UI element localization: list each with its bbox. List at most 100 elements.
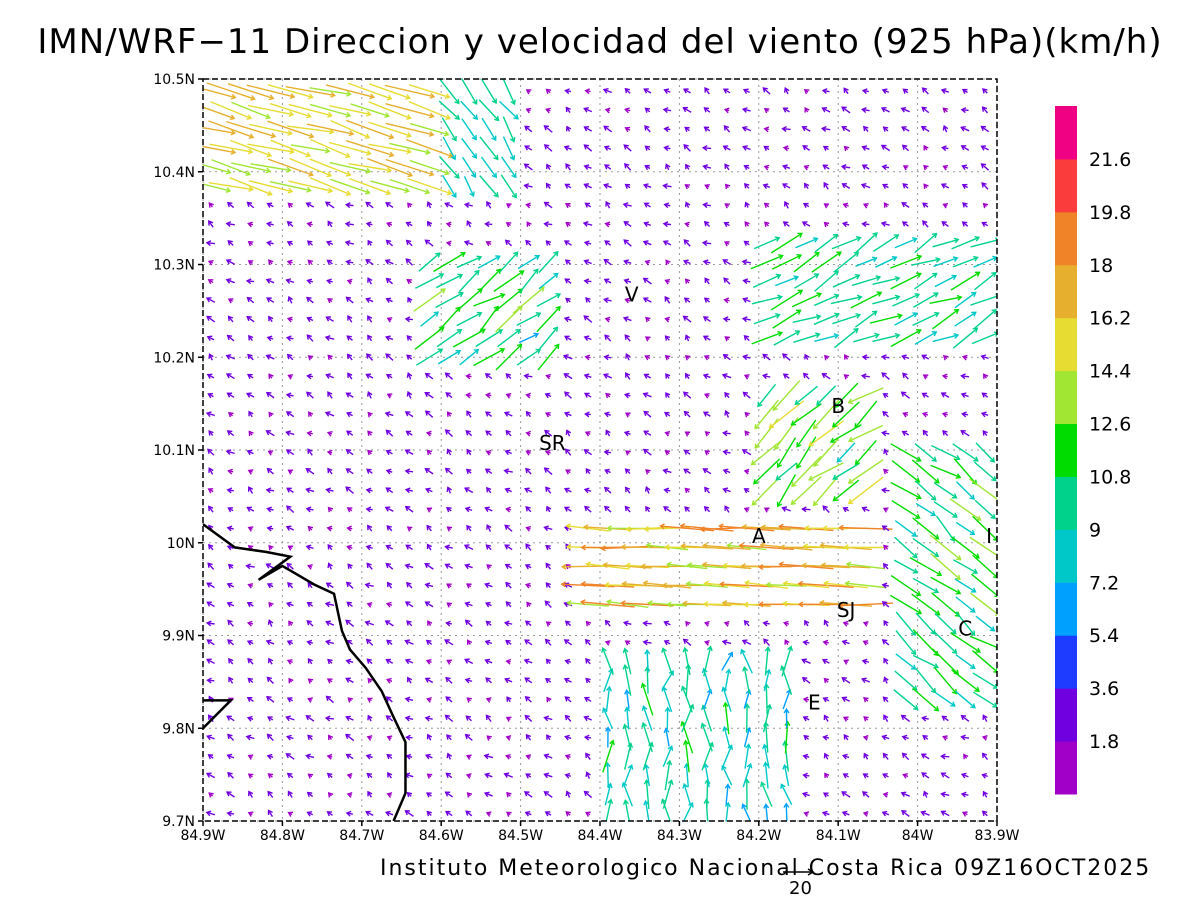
wind-vector	[823, 752, 830, 760]
wind-vector-shaft	[269, 180, 311, 192]
wind-vector	[346, 119, 395, 140]
wind-vector-head	[664, 450, 671, 456]
wind-vector-head	[842, 506, 849, 513]
wind-vector	[226, 334, 235, 342]
wind-vector	[782, 164, 791, 170]
wind-vector	[842, 506, 850, 513]
wind-vector-head	[543, 525, 549, 532]
wind-vector	[603, 258, 612, 266]
wind-vector-head	[803, 734, 809, 741]
wind-vector	[389, 142, 431, 155]
wind-vector-shaft	[861, 183, 871, 189]
wind-vector	[406, 620, 413, 627]
wind-vector	[743, 488, 750, 494]
wind-vector	[306, 240, 313, 246]
wind-vector-shaft	[586, 563, 630, 570]
wind-vector	[546, 734, 552, 741]
wind-vector	[350, 103, 391, 118]
wind-vector-shaft	[894, 312, 918, 326]
wind-vector-head	[580, 580, 586, 587]
wind-vector-head	[604, 164, 610, 170]
wind-vector	[645, 505, 651, 513]
wind-vector-head	[525, 392, 532, 399]
wind-vector-head	[961, 354, 968, 361]
wind-vector-shaft	[890, 574, 921, 596]
wind-vector	[644, 259, 651, 266]
wind-vector-head	[544, 392, 551, 399]
wind-vector	[349, 177, 392, 196]
wind-vector	[404, 810, 414, 817]
wind-vector-shaft	[891, 460, 920, 483]
x-tick-label: 84.1W	[816, 828, 861, 844]
y-tick-label: 10.4N	[153, 165, 195, 181]
wind-vector-head	[306, 186, 312, 193]
wind-vector-head	[208, 353, 214, 359]
wind-vector	[753, 236, 781, 250]
wind-vector	[664, 335, 671, 341]
wind-vector-shaft	[893, 689, 919, 710]
wind-vector-head	[741, 259, 748, 266]
wind-vector	[704, 183, 710, 190]
wind-vector-head	[345, 296, 352, 302]
wind-vector-head	[950, 701, 956, 707]
wind-vector-head	[822, 145, 829, 151]
wind-vector	[484, 221, 493, 228]
wind-vector-shaft	[623, 239, 632, 247]
wind-vector-head	[880, 144, 887, 150]
wind-vector	[921, 354, 930, 360]
wind-vector	[538, 272, 559, 290]
wind-vector-head	[471, 172, 477, 179]
wind-vector-shaft	[975, 442, 995, 463]
wind-vector-shaft	[683, 144, 691, 152]
wind-vector	[911, 459, 940, 484]
wind-vector	[565, 811, 571, 817]
wind-vector	[981, 734, 988, 741]
wind-vector-shaft	[438, 155, 460, 179]
wind-vector-shaft	[643, 411, 652, 418]
wind-vector-head	[941, 373, 948, 380]
wind-vector-head	[583, 278, 590, 285]
wind-vector-head	[902, 411, 908, 418]
wind-vector	[424, 562, 434, 570]
wind-vector-shaft	[791, 455, 822, 487]
wind-vector-head	[327, 391, 333, 397]
wind-vector-head	[797, 601, 804, 608]
wind-vector-head	[525, 430, 532, 437]
wind-vector	[975, 615, 996, 632]
wind-vector-head	[288, 677, 294, 684]
wind-vector-head	[565, 543, 572, 550]
wind-vector-shaft	[436, 329, 462, 348]
wind-vector	[505, 203, 512, 209]
wind-vector	[776, 474, 797, 508]
wind-vector-shaft	[751, 439, 783, 466]
wind-vector	[583, 278, 592, 285]
wind-vector	[327, 543, 333, 551]
wind-vector	[441, 174, 457, 199]
wind-vector	[722, 725, 731, 749]
wind-vector-head	[535, 312, 542, 318]
wind-vector	[446, 526, 453, 532]
wind-vector	[466, 448, 472, 456]
wind-vector-shaft	[794, 385, 818, 405]
wind-vector	[764, 646, 771, 676]
wind-vector-head	[385, 468, 392, 475]
wind-vector-shaft	[855, 440, 877, 465]
wind-vector-head	[623, 162, 630, 169]
wind-vector-shaft	[683, 638, 692, 646]
wind-vector-head	[701, 145, 708, 152]
colorbar-label: 14.4	[1089, 361, 1131, 383]
wind-vector	[227, 298, 234, 304]
wind-vector	[912, 517, 940, 540]
wind-vector	[366, 735, 373, 741]
wind-vector	[861, 658, 870, 665]
wind-vector	[790, 403, 822, 426]
wind-vector-head	[855, 312, 862, 319]
wind-vector-head	[971, 587, 977, 593]
wind-vector-head	[742, 354, 748, 361]
wind-vector-shaft	[563, 355, 573, 360]
wind-vector	[775, 275, 800, 287]
wind-vector-head	[364, 582, 371, 589]
wind-vector-head	[960, 125, 966, 132]
wind-vector	[862, 203, 869, 209]
wind-vector	[464, 677, 473, 684]
